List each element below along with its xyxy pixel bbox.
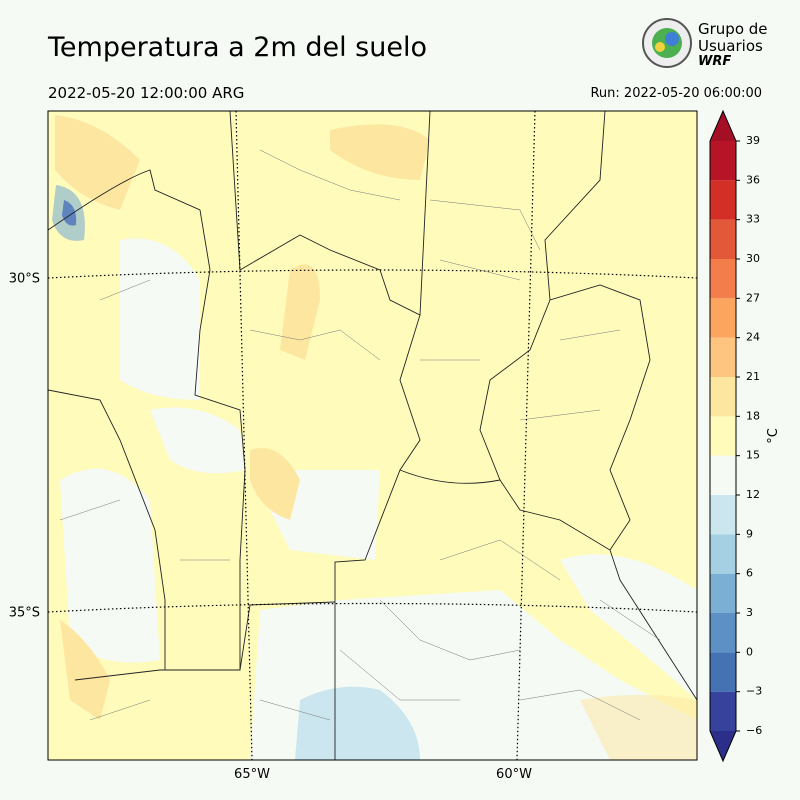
colorbar-tick-label: −6 [746,724,762,737]
cool-area [150,407,245,474]
colorbar-band [710,180,736,220]
colorbar-band [710,219,736,259]
border [229,111,431,316]
warm-area [280,264,320,360]
colorbar-tick-label: 0 [746,645,753,658]
lon-label: 60°W [496,767,532,782]
warm-area [250,448,300,520]
logo-globe-detail [655,42,665,52]
logo-text: Grupo de [698,20,768,38]
warm-area [330,124,430,180]
run-time: Run: 2022-05-20 06:00:00 [590,86,762,101]
map [48,111,697,760]
department-lines [59,149,661,721]
warm-area [580,695,697,760]
colorbar-band [710,573,736,613]
colorbar-band [710,691,736,731]
warm-area [55,115,140,210]
colorbar-band [710,141,736,181]
graticule [235,111,253,760]
colorbar-over [710,111,736,141]
valid-time: 2022-05-20 12:00:00 ARG [48,84,244,102]
colorbar-tick-label: 21 [746,370,760,383]
colorbar-band [710,377,736,417]
colorbar-tick-label: 33 [746,213,760,226]
colorbar-tick-label: 18 [746,409,760,422]
colorbar-band [710,534,736,574]
colorbar-under [710,731,736,761]
graticule [48,602,697,613]
border [399,469,697,701]
lat-label: 30°S [9,272,40,287]
colorbar-tick-label: 24 [746,331,760,344]
colorbar-band [710,337,736,377]
border [544,111,606,301]
colorbar-tick-label: 27 [746,291,760,304]
warm-area [60,620,110,720]
colorbar-tick-label: 9 [746,527,753,540]
cool-area [60,468,160,663]
map-frame [47,110,698,761]
border [479,284,651,551]
logo-globe-detail [665,32,679,46]
colorbar-band [710,495,736,535]
logo-text: Usuarios [698,37,763,55]
graticule [48,269,697,279]
logo: Grupo de Usuarios WRF [642,18,768,69]
lon-label: 65°W [234,767,270,782]
cold-spot [52,185,85,241]
colorbar-tick-label: 12 [746,488,760,501]
colorbar-tick-label: 6 [746,567,753,580]
colorbar-band [710,652,736,692]
cool-area [560,554,697,700]
colorbar-tick-label: 3 [746,606,753,619]
colorbar-band [710,455,736,495]
cold-area [295,686,420,760]
border [48,169,246,671]
colorbar-tick-label: 15 [746,449,760,462]
colorbar-band [710,613,736,653]
cool-area [120,238,200,400]
title: Temperatura a 2m del suelo [47,32,427,63]
logo-text: WRF [698,54,731,69]
colorbar-tick-label: 30 [746,252,760,265]
colorbar-tick-label: −3 [746,685,762,698]
colorbar-label: °C [766,428,781,444]
colorbar-band [710,416,736,456]
colorbar-tick-label: 36 [746,173,760,186]
colorbar-band [710,298,736,338]
lat-label: 35°S [9,606,40,621]
colorbar-tick-label: 39 [746,134,760,147]
graticule [516,111,536,760]
colorbar-band [710,259,736,299]
